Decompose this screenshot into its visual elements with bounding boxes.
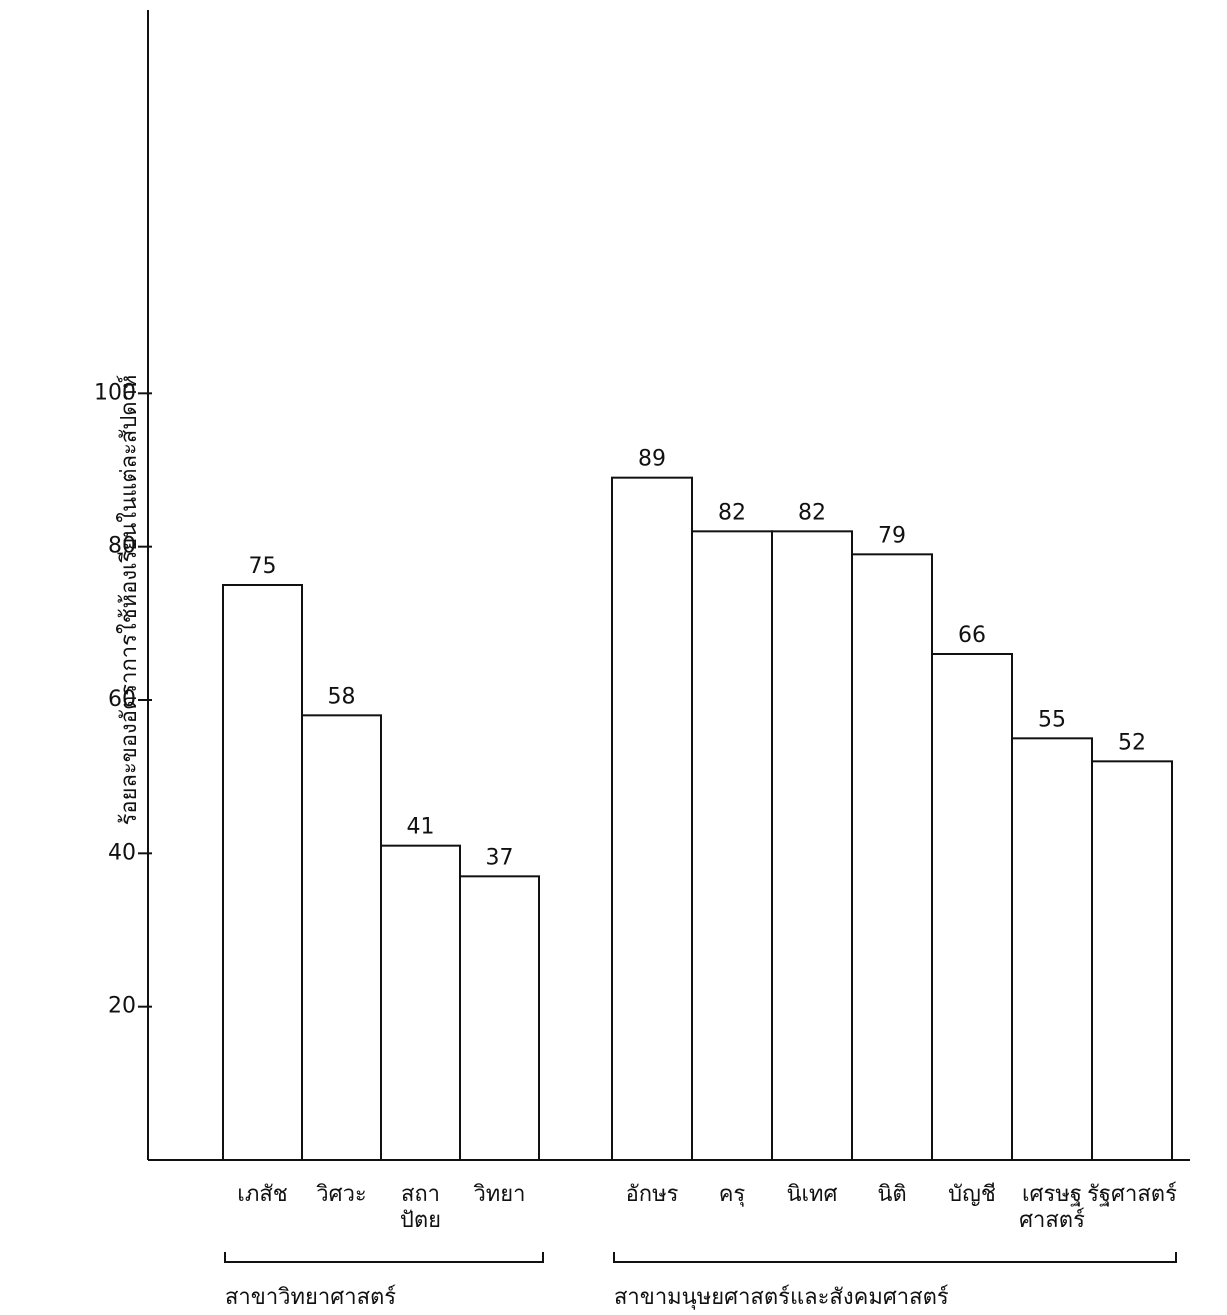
value-label: 82 [798,500,826,525]
value-label: 41 [407,815,435,840]
y-tick-label: 80 [108,534,136,559]
value-label: 89 [638,447,666,472]
y-tick-label: 60 [108,687,136,712]
value-label: 55 [1038,707,1066,732]
bar [459,875,540,1161]
bar [931,653,1013,1161]
x-tick-label: ครุ [719,1182,746,1207]
group-bracket [224,1252,544,1263]
x-tick-label: ปัตย [400,1208,441,1233]
bar [222,584,303,1161]
x-tick-label: วิทยา [473,1182,526,1207]
value-label: 75 [249,554,277,579]
y-tick-label: 40 [108,840,136,865]
bar [1091,760,1173,1161]
bar [771,530,853,1161]
x-tick-label: สถา [401,1182,440,1207]
group-bracket [613,1252,1177,1263]
value-label: 82 [718,500,746,525]
x-tick-label: รัฐศาสตร์ [1087,1182,1177,1207]
y-tick-label: 100 [94,380,136,405]
bar [691,530,773,1161]
value-label: 37 [486,845,514,870]
x-tick-label: อักษร [626,1182,679,1207]
bar [301,714,382,1161]
x-tick-label: วิศวะ [316,1182,367,1207]
bar [611,476,693,1161]
x-tick-label: เศรษฐ [1022,1182,1082,1207]
bar [380,844,461,1162]
x-tick-label: ศาสตร์ [1019,1208,1085,1233]
y-axis-label: ร้อยละของอัตราการใช้ห้องเรียนในแต่ละสัปด… [116,375,142,826]
bar [851,553,933,1161]
x-tick-label: บัญชี [948,1182,996,1207]
value-label: 79 [878,523,906,548]
y-tick-label: 20 [108,994,136,1019]
x-tick-label: นิเทศ [786,1182,837,1207]
value-label: 66 [958,623,986,648]
value-label: 58 [328,684,356,709]
group-label: สาขาวิทยาศาสตร์ [225,1285,396,1310]
x-tick-label: เภสัช [237,1182,287,1207]
x-tick-label: นิติ [877,1182,906,1207]
group-label: สาขามนุษยศาสตร์และสังคมศาสตร์ [614,1285,949,1310]
bar [1011,737,1093,1161]
value-label: 52 [1118,730,1146,755]
